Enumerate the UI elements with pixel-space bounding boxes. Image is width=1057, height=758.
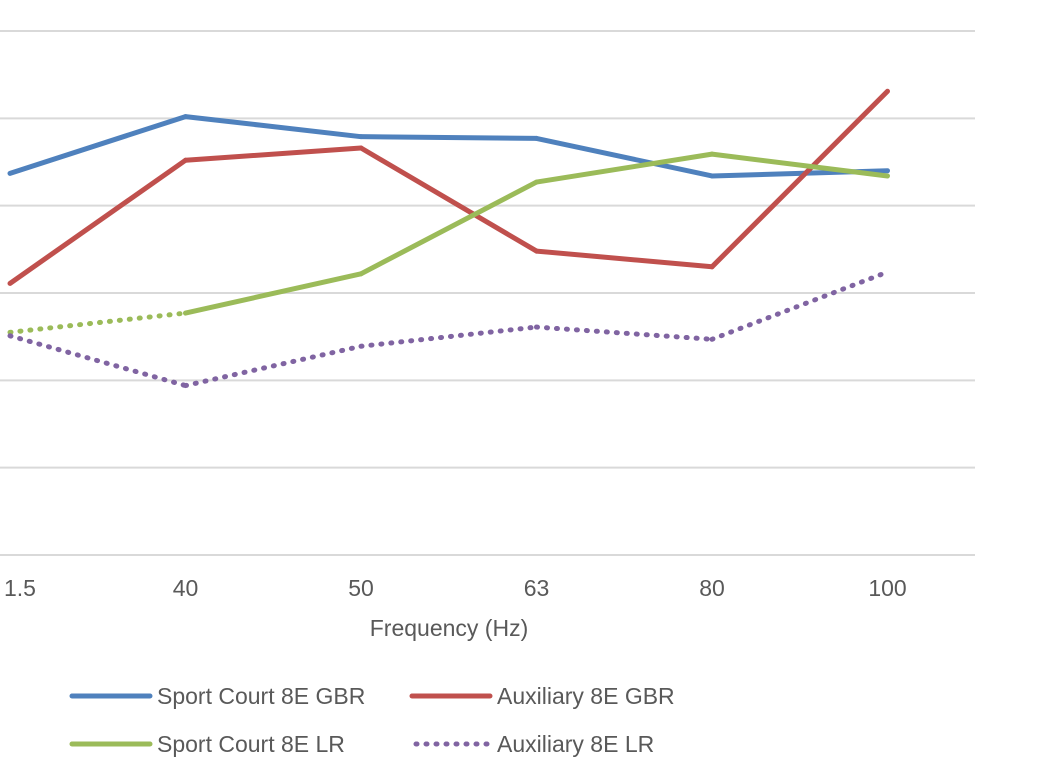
series-sport-court-8e-gbr (7, 114, 890, 179)
legend-label: Auxiliary 8E GBR (497, 683, 675, 709)
legend-label: Sport Court 8E LR (157, 731, 345, 757)
x-tick-label: 100 (868, 575, 906, 601)
line-segment (183, 271, 364, 316)
line-segment (358, 145, 539, 254)
line-segment (709, 88, 890, 270)
x-tick-label: 80 (699, 575, 725, 601)
line-segment (7, 114, 188, 176)
legend: Sport Court 8E GBR Auxiliary 8E GBR Sport … (69, 683, 675, 757)
line-segment (534, 248, 715, 270)
legend-label: Sport Court 8E GBR (157, 683, 365, 709)
line-segment (358, 134, 539, 141)
line-segment (7, 333, 188, 389)
series-sport-court-8e-lr (7, 151, 890, 335)
line-segment (7, 310, 188, 335)
series-auxiliary-8e-lr (7, 269, 890, 389)
x-tick-label: 40 (173, 575, 199, 601)
line-segment (358, 179, 539, 277)
legend-item: Sport Court 8E GBR (69, 683, 365, 709)
line-segment (358, 324, 539, 349)
line-segment (183, 114, 364, 140)
gridlines (0, 30, 975, 556)
legend-item: Auxiliary 8E GBR (409, 683, 675, 709)
x-tick-labels: 1.5 40 50 63 80 100 (4, 575, 907, 601)
line-segment (183, 145, 364, 163)
line-segment (709, 269, 890, 342)
line-segment (7, 157, 188, 286)
x-tick-label: 1.5 (4, 575, 36, 601)
legend-item: Auxiliary 8E LR (413, 731, 654, 757)
x-axis-label: Frequency (Hz) (370, 615, 528, 641)
series-lines (7, 88, 890, 389)
line-segment (534, 135, 715, 179)
legend-label: Auxiliary 8E LR (497, 731, 654, 757)
x-tick-label: 63 (524, 575, 550, 601)
legend-item: Sport Court 8E LR (69, 731, 345, 757)
x-tick-label: 50 (348, 575, 374, 601)
line-segment (534, 151, 715, 185)
line-segment (534, 324, 715, 342)
line-segment (183, 343, 364, 389)
series-auxiliary-8e-gbr (7, 88, 890, 286)
line-segment (709, 151, 890, 179)
